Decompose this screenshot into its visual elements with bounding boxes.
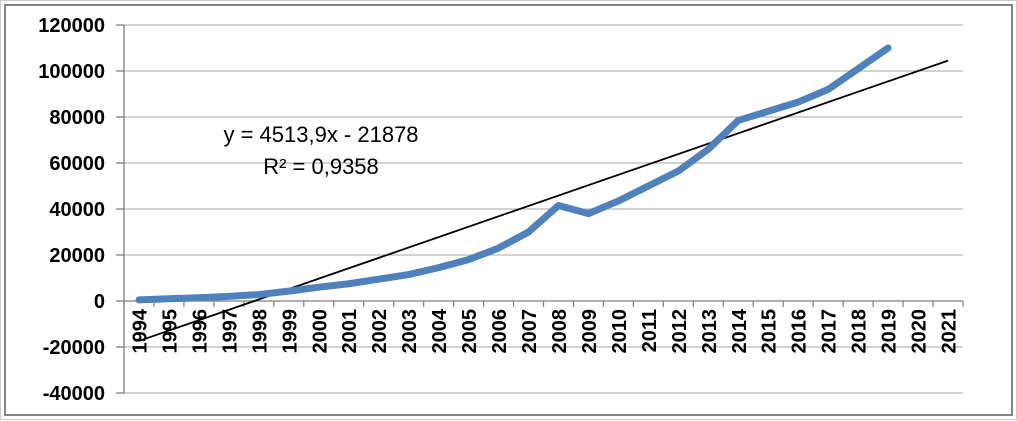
trendline — [138, 59, 949, 342]
x-axis-label: 2018 — [849, 309, 871, 354]
y-axis-label: 120000 — [38, 15, 105, 37]
x-axis-label: 2001 — [339, 309, 361, 354]
x-axis-label: 2016 — [789, 309, 811, 354]
x-axis-label: 2019 — [879, 309, 901, 354]
x-axis-label: 2008 — [549, 309, 571, 354]
x-axis-label: 2014 — [729, 308, 751, 353]
x-axis-label: 1999 — [279, 309, 301, 354]
x-axis-label: 2006 — [489, 309, 511, 354]
trendline-label: y = 4513,9x - 21878 R² = 0,9358 — [223, 119, 418, 183]
y-axis-label: 60000 — [49, 153, 105, 175]
x-axis-label: 2020 — [909, 309, 931, 354]
x-axis-label: 1997 — [219, 309, 241, 354]
y-axis-label: 80000 — [49, 107, 105, 129]
data-series-line — [135, 44, 892, 304]
trendline-equation: y = 4513,9x - 21878 — [223, 122, 419, 147]
x-axis-label: 2015 — [759, 309, 781, 354]
y-axis-label: 20000 — [49, 245, 105, 267]
x-axis-label: 2009 — [579, 309, 601, 354]
x-axis-label: 2004 — [429, 308, 451, 353]
x-axis-label: 1998 — [249, 309, 271, 354]
x-axis-label: 2021 — [939, 309, 961, 354]
x-axis-label: 2002 — [369, 309, 391, 354]
y-axis-label: -20000 — [43, 337, 105, 359]
x-axis-label: 2003 — [399, 309, 421, 354]
x-axis-label: 2005 — [459, 309, 481, 354]
x-axis-label: 2013 — [699, 309, 721, 354]
x-axis-label: 1995 — [159, 309, 181, 354]
x-axis-label: 1996 — [189, 309, 211, 354]
x-axis-label: 2010 — [609, 309, 631, 354]
y-axis-label: 0 — [94, 291, 105, 313]
trendline-r-squared: R² = 0,9358 — [263, 154, 379, 179]
y-axis-label: 100000 — [38, 61, 105, 83]
x-axis-label: 2007 — [519, 309, 541, 354]
y-axis-label: -40000 — [43, 383, 105, 405]
x-axis-label: 1994 — [129, 308, 151, 353]
x-axis-label: 2017 — [819, 309, 841, 354]
x-axis-label: 2011 — [639, 309, 661, 352]
x-axis-label: 2000 — [309, 309, 331, 354]
x-axis-label: 2012 — [669, 309, 691, 354]
y-axis-label: 40000 — [49, 199, 105, 221]
